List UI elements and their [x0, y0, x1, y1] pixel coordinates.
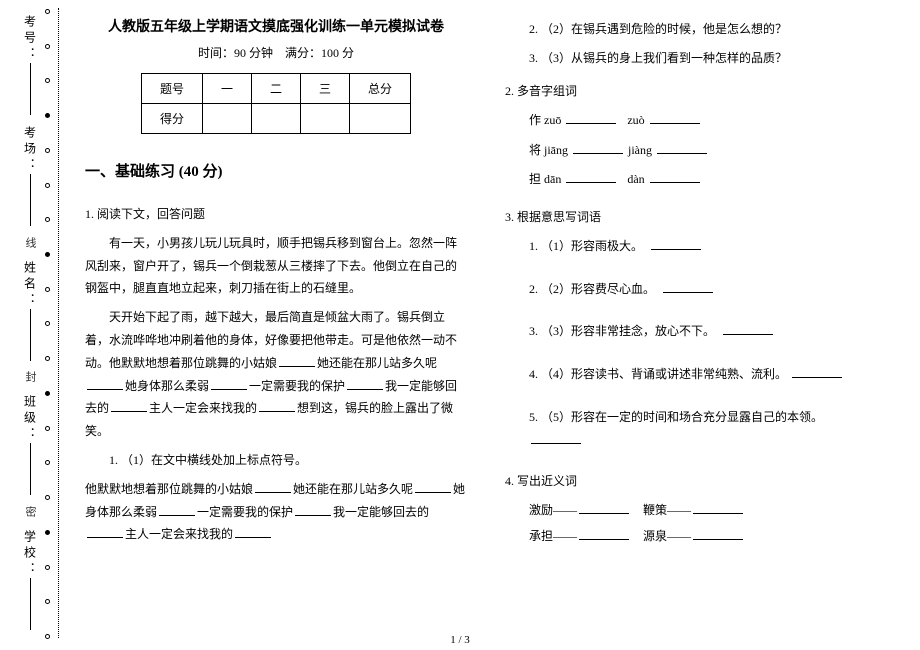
txt: 考号：	[22, 15, 39, 63]
txt: 担 dān	[529, 172, 561, 186]
q3-5: 5. （5）形容在一定的时间和场合充分显露自己的本领。	[529, 406, 877, 452]
q3-1: 1. （1）形容雨极大。	[529, 235, 877, 258]
th: 三	[301, 74, 350, 104]
txt: 2. （2）形容费尽心血。	[529, 282, 655, 296]
seal-mi: 密	[22, 506, 38, 519]
q4-row1: 激励—— 鞭策——	[529, 498, 877, 523]
label-num: 考号：	[22, 15, 39, 115]
score-table: 题号 一 二 三 总分 得分	[141, 73, 411, 134]
td: 得分	[141, 104, 202, 134]
full: 满分：100 分	[285, 46, 354, 60]
txt: 鞭策——	[643, 503, 691, 517]
td	[350, 104, 411, 134]
q1-head: 1. 阅读下文，回答问题	[85, 203, 467, 226]
th: 二	[251, 74, 300, 104]
txt: 3. （3）形容非常挂念，放心不下。	[529, 324, 715, 338]
q1-p2: 天开始下起了雨，越下越大，最后简直是倾盆大雨了。锡兵倒立着，水流哗哗地冲刷着他的…	[85, 306, 467, 443]
table-row: 题号 一 二 三 总分	[141, 74, 410, 104]
th: 题号	[141, 74, 202, 104]
q2-l1: 作 zuō zuò	[529, 108, 877, 133]
q3-2: 2. （2）形容费尽心血。	[529, 278, 877, 301]
txt: 将 jiāng	[529, 143, 568, 157]
txt: 姓名：	[22, 261, 39, 309]
time: 时间：90 分钟	[198, 46, 273, 60]
txt: 1. （1）形容雨极大。	[529, 239, 643, 253]
cut-line	[58, 8, 59, 638]
label-class: 班级：	[22, 395, 39, 495]
label-name: 姓名：	[22, 261, 39, 361]
q1-p1: 有一天，小男孩儿玩儿玩具时，顺手把锡兵移到窗台上。忽然一阵风刮来，窗户开了，锡兵…	[85, 232, 467, 300]
table-row: 得分	[141, 104, 410, 134]
txt: 一定需要我的保护	[249, 379, 345, 393]
txt: 承担——	[529, 529, 577, 543]
th: 一	[202, 74, 251, 104]
column-left: 人教版五年级上学期语文摸底强化训练一单元模拟试卷 时间：90 分钟 满分：100…	[75, 12, 485, 632]
txt: 她身体那么柔弱	[125, 379, 209, 393]
label-school: 学校：	[22, 530, 39, 630]
txt: 他默默地想着那位跳舞的小姑娘	[85, 482, 253, 496]
txt: 4. （4）形容读书、背诵或讲述非常纯熟、流利。	[529, 367, 787, 381]
page-footer: 1 / 3	[0, 634, 920, 646]
txt: 一定需要我的保护	[197, 505, 293, 519]
txt: 班级：	[22, 395, 39, 443]
q1-fill: 他默默地想着那位跳舞的小姑娘她还能在那儿站多久呢她身体那么柔弱一定需要我的保护我…	[85, 478, 467, 546]
q4-head: 4. 写出近义词	[505, 470, 877, 493]
txt: jiàng	[628, 143, 652, 157]
td	[301, 104, 350, 134]
q3-4: 4. （4）形容读书、背诵或讲述非常纯熟、流利。	[529, 363, 877, 386]
seal-xian: 线	[22, 237, 38, 250]
dot-column	[40, 8, 54, 640]
page-title: 人教版五年级上学期语文摸底强化训练一单元模拟试卷	[85, 16, 467, 36]
label-room: 考场：	[22, 126, 39, 226]
td	[251, 104, 300, 134]
q1-sub1: 1. （1）在文中横线处加上标点符号。	[109, 449, 467, 472]
txt: 作 zuō	[529, 113, 561, 127]
txt: 她还能在那儿站多久呢	[317, 356, 437, 370]
q2-l2: 将 jiāng jiàng	[529, 138, 877, 163]
txt: 主人一定会来找我的	[125, 527, 233, 541]
txt: zuò	[627, 113, 644, 127]
td	[202, 104, 251, 134]
txt: 主人一定会来找我的	[149, 401, 257, 415]
txt: 激励——	[529, 503, 577, 517]
txt: 我一定能够回去的	[333, 505, 429, 519]
page-columns: 人教版五年级上学期语文摸底强化训练一单元模拟试卷 时间：90 分钟 满分：100…	[75, 12, 905, 632]
section-1-title: 一、基础练习 (40 分)	[85, 160, 467, 181]
q3-3: 3. （3）形容非常挂念，放心不下。	[529, 320, 877, 343]
txt: 她还能在那儿站多久呢	[293, 482, 413, 496]
txt: 学校：	[22, 530, 39, 578]
txt: dàn	[627, 172, 644, 186]
seal-feng: 封	[22, 371, 38, 384]
txt: 源泉——	[643, 529, 691, 543]
q2-l3: 担 dān dàn	[529, 167, 877, 192]
q1-sub3: 3. （3）从锡兵的身上我们看到一种怎样的品质？	[529, 47, 877, 70]
q1-sub2: 2. （2）在锡兵遇到危险的时候，他是怎么想的？	[529, 18, 877, 41]
exam-meta: 时间：90 分钟 满分：100 分	[85, 44, 467, 61]
txt: 5. （5）形容在一定的时间和场合充分显露自己的本领。	[529, 410, 823, 424]
column-right: 2. （2）在锡兵遇到危险的时候，他是怎么想的？ 3. （3）从锡兵的身上我们看…	[485, 12, 895, 632]
txt: 考场：	[22, 126, 39, 174]
th: 总分	[350, 74, 411, 104]
q4-row2: 承担—— 源泉——	[529, 524, 877, 549]
q2-head: 2. 多音字组词	[505, 80, 877, 103]
q3-head: 3. 根据意思写词语	[505, 206, 877, 229]
